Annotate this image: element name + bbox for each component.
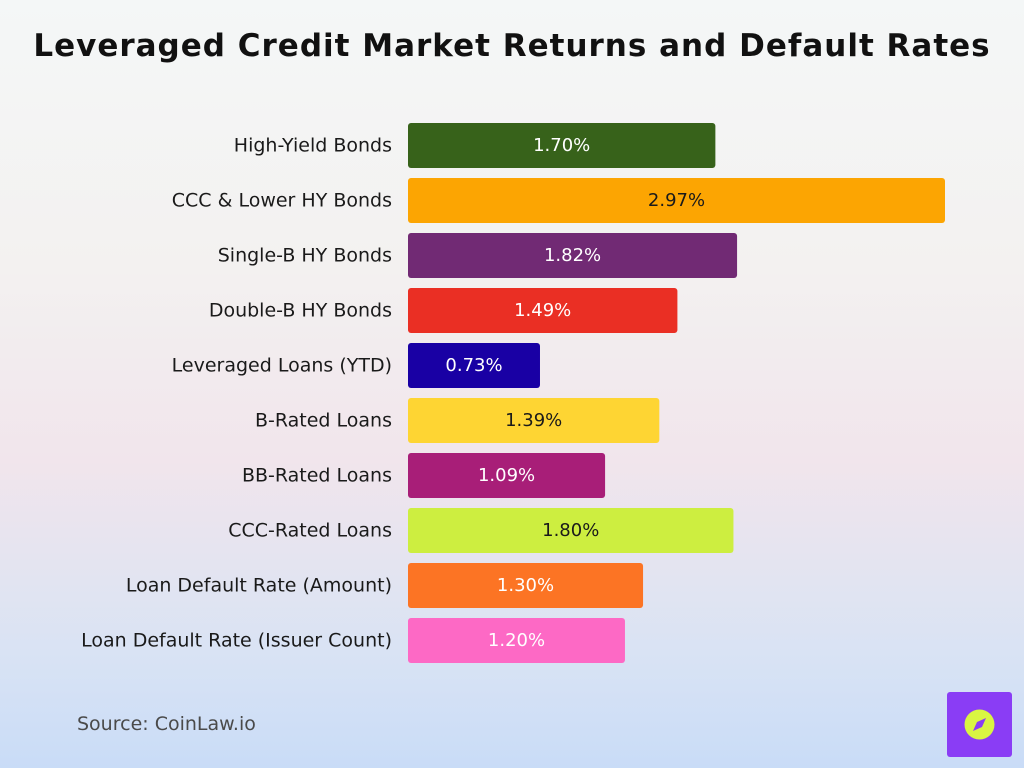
brand-logo	[947, 692, 1012, 757]
bar-6	[408, 453, 606, 498]
category-label: BB-Rated Loans	[242, 465, 392, 487]
value-label: 1.49%	[514, 300, 571, 321]
bar-1	[408, 178, 945, 223]
category-label: Double-B HY Bonds	[209, 300, 392, 322]
category-label: Leveraged Loans (YTD)	[172, 355, 392, 377]
bar-5	[408, 398, 660, 443]
category-label: B-Rated Loans	[255, 410, 392, 432]
bar-9	[408, 618, 625, 663]
value-label: 1.70%	[533, 135, 590, 156]
bar-7	[408, 508, 734, 553]
value-label: 1.30%	[497, 575, 554, 596]
value-label: 2.97%	[648, 190, 705, 211]
bar-8	[408, 563, 644, 608]
value-label: 1.80%	[542, 520, 599, 541]
value-label: 1.20%	[488, 630, 545, 651]
source-note: Source: CoinLaw.io	[77, 713, 256, 735]
chart-title: Leveraged Credit Market Returns and Defa…	[33, 28, 991, 64]
bar-2	[408, 233, 738, 278]
category-label: Loan Default Rate (Amount)	[126, 575, 392, 597]
bar-0	[408, 123, 716, 168]
category-label: Single-B HY Bonds	[218, 245, 392, 267]
category-label: Loan Default Rate (Issuer Count)	[81, 630, 392, 652]
compass-icon	[964, 709, 995, 740]
category-label: CCC-Rated Loans	[228, 520, 392, 542]
category-label: High-Yield Bonds	[234, 135, 392, 157]
value-label: 1.39%	[505, 410, 562, 431]
bar-4	[408, 343, 540, 388]
category-label: CCC & Lower HY Bonds	[172, 190, 392, 212]
bar-3	[408, 288, 678, 333]
value-label: 1.82%	[544, 245, 601, 266]
value-label: 1.09%	[478, 465, 535, 486]
value-label: 0.73%	[445, 355, 502, 376]
